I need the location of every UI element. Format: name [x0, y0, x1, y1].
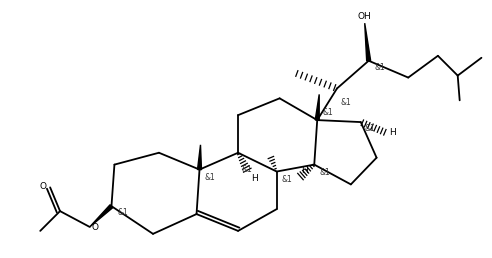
Text: &1: &1: [205, 173, 215, 182]
Text: OH: OH: [358, 12, 371, 21]
Text: O: O: [39, 182, 46, 191]
Text: O: O: [92, 223, 99, 232]
Text: &1: &1: [374, 63, 385, 72]
Polygon shape: [197, 145, 202, 170]
Text: H: H: [390, 128, 396, 138]
Polygon shape: [90, 205, 113, 227]
Text: &1: &1: [281, 174, 292, 183]
Text: &1: &1: [322, 108, 333, 117]
Polygon shape: [315, 94, 319, 120]
Text: &1: &1: [319, 168, 330, 176]
Text: H: H: [251, 174, 258, 182]
Text: &1: &1: [241, 165, 252, 174]
Text: &1: &1: [365, 124, 375, 133]
Text: &1: &1: [341, 98, 352, 107]
Polygon shape: [365, 23, 370, 61]
Text: H: H: [302, 166, 308, 175]
Text: &1: &1: [118, 208, 128, 217]
